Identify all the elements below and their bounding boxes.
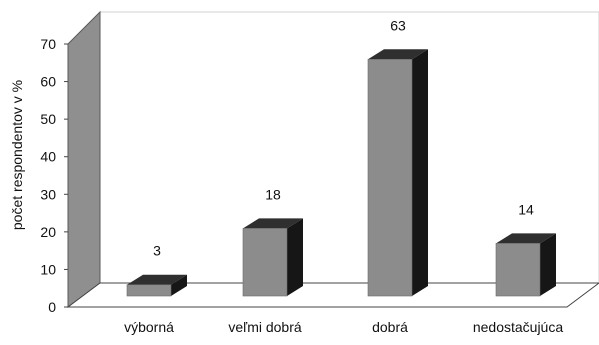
bar-top <box>496 233 556 244</box>
y-tick-label: 0 <box>48 299 56 315</box>
bars <box>126 49 556 297</box>
y-tick-label: 10 <box>40 261 56 277</box>
bar-front <box>126 284 172 297</box>
category-label: nedostačujúca <box>473 319 564 335</box>
data-label: 3 <box>153 243 161 259</box>
data-label: 18 <box>265 186 281 202</box>
bar-top <box>368 49 428 60</box>
data-label: 14 <box>518 201 534 217</box>
y-axis-title: počet respondentov v % <box>9 80 25 230</box>
side-wall <box>67 10 101 308</box>
category-label: výborná <box>124 319 174 335</box>
bar-side <box>540 233 556 296</box>
y-tick-label: 20 <box>40 224 56 240</box>
bar-side <box>412 49 428 296</box>
bar-front <box>367 58 413 297</box>
y-tick-label: 60 <box>40 74 56 90</box>
bar-front <box>495 243 541 297</box>
bar <box>126 274 187 297</box>
bar-side <box>171 274 187 296</box>
bar <box>242 218 303 297</box>
bar-front <box>242 228 288 297</box>
bar-side <box>287 218 303 296</box>
category-labels: výborná veľmi dobrá dobrá nedostačujúca <box>124 319 563 335</box>
bar-top <box>243 218 303 229</box>
y-tick-label: 70 <box>40 36 56 52</box>
y-tick-label: 30 <box>40 186 56 202</box>
bar <box>495 233 556 297</box>
bar-top <box>127 274 187 285</box>
category-label: veľmi dobrá <box>228 319 302 335</box>
category-label: dobrá <box>372 319 408 335</box>
bar <box>367 49 428 297</box>
floor <box>66 282 599 308</box>
y-tick-label: 50 <box>40 111 56 127</box>
data-label: 63 <box>390 17 406 33</box>
y-ticks: 0 10 20 30 40 50 60 70 <box>40 36 68 315</box>
data-labels: 3 18 63 14 <box>153 17 534 258</box>
y-tick-label: 40 <box>40 149 56 165</box>
